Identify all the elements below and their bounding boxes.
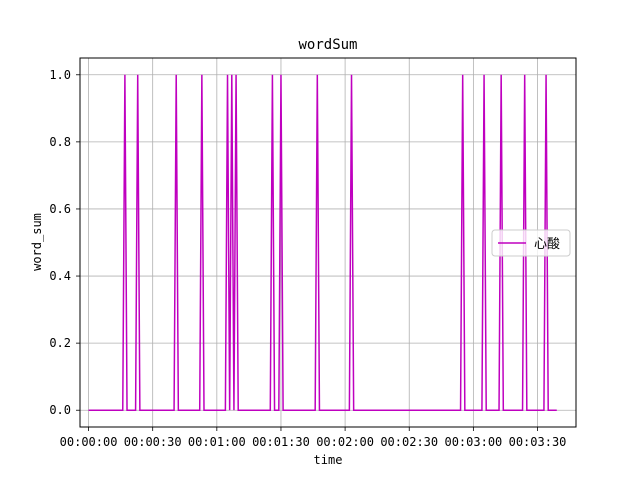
legend-label: 心酸 <box>534 237 560 252</box>
y-ticks: 0.0 0.2 0.4 0.6 0.8 1.0 <box>49 68 80 417</box>
y-tick-label: 0.2 <box>49 336 71 350</box>
x-tick-label: 00:00:30 <box>124 435 182 449</box>
y-axis-label: word_sum <box>30 213 44 271</box>
x-tick-label: 00:01:30 <box>252 435 310 449</box>
series-layer <box>88 74 557 411</box>
y-tick-label: 0.6 <box>49 202 71 216</box>
legend-box <box>491 229 571 257</box>
x-tick-label: 00:00:00 <box>60 435 118 449</box>
legend: 心酸 <box>491 229 571 257</box>
series-line <box>88 74 557 411</box>
x-tick-label: 00:02:30 <box>380 435 438 449</box>
x-tick-label: 00:03:30 <box>509 435 567 449</box>
x-tick-label: 00:01:00 <box>188 435 246 449</box>
y-tick-label: 0.0 <box>49 403 71 417</box>
plot-frame <box>79 57 577 428</box>
chart-title: wordSum <box>298 37 357 53</box>
x-axis-label: time <box>314 453 343 467</box>
x-ticks: 00:00:00 00:00:30 00:01:00 00:01:30 00:02:00… <box>60 427 567 449</box>
y-tick-label: 1.0 <box>49 68 71 82</box>
grid <box>80 58 576 427</box>
y-tick-label: 0.8 <box>49 135 71 149</box>
y-tick-label: 0.4 <box>49 269 71 283</box>
x-tick-label: 00:02:00 <box>316 435 374 449</box>
x-tick-label: 00:03:00 <box>444 435 502 449</box>
